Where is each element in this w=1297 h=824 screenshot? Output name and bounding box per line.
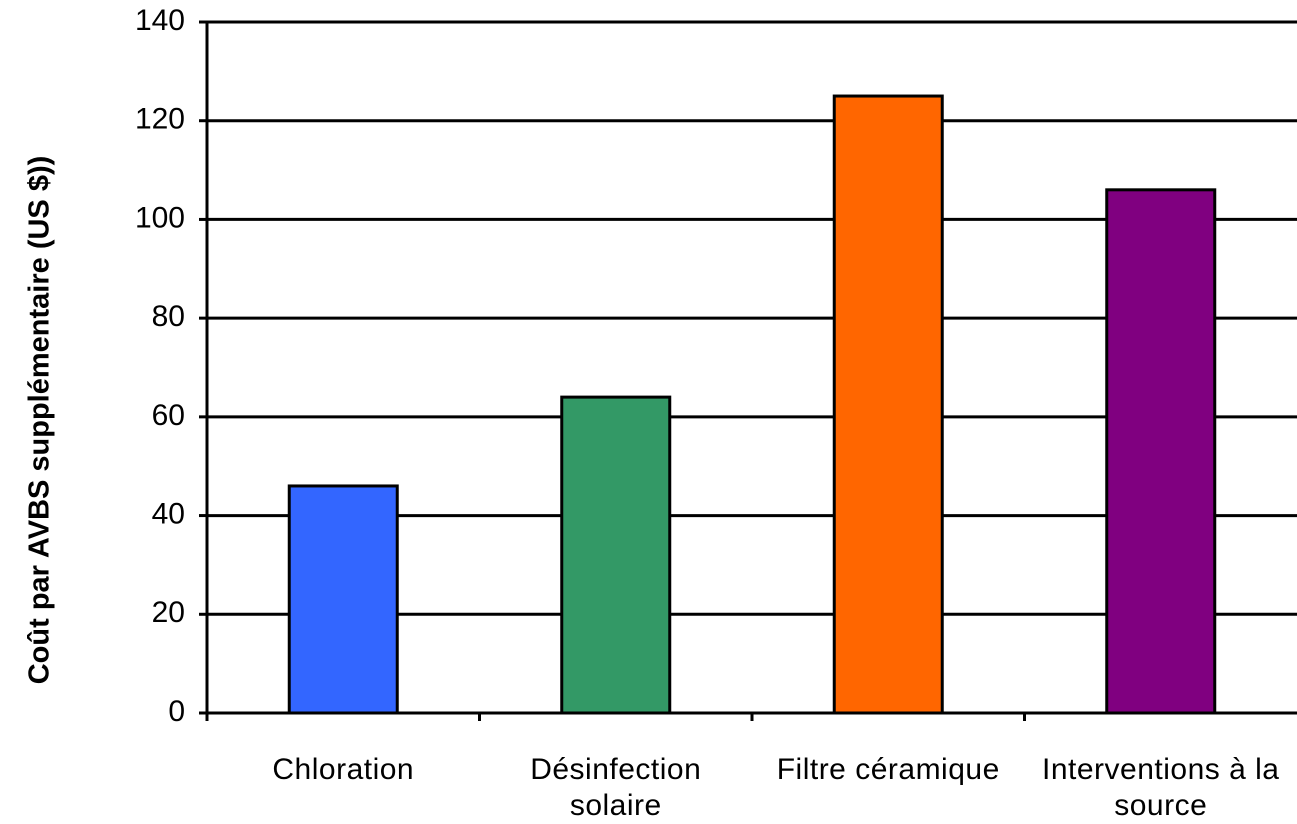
y-axis-label: Coût par AVBS supplémentaire (US $)) — [23, 155, 56, 685]
x-tick-label: Interventions à la source — [1042, 753, 1280, 822]
y-tick-label: 140 — [135, 4, 185, 37]
x-tick-label: Désinfection solaire — [530, 753, 702, 822]
bar — [832, 94, 944, 715]
y-tick-label: 0 — [168, 695, 185, 728]
y-tick-label: 80 — [152, 300, 185, 333]
bar — [1105, 188, 1217, 715]
y-tick-label: 100 — [135, 201, 185, 234]
bar — [560, 395, 672, 715]
y-tick-label: 60 — [152, 399, 185, 432]
y-tick-label: 120 — [135, 103, 185, 136]
y-tick-label: 20 — [152, 596, 185, 629]
bar — [287, 484, 399, 715]
x-tick-label: Chloration — [272, 753, 415, 786]
y-tick-label: 40 — [152, 497, 185, 530]
x-tick-label: Filtre céramique — [776, 753, 1000, 786]
